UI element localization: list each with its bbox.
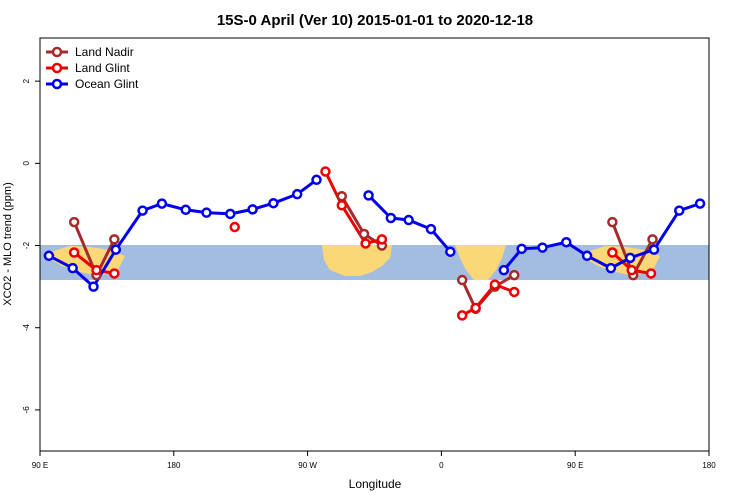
point [456, 310, 468, 321]
point [508, 286, 520, 298]
point [648, 244, 660, 255]
point [43, 250, 55, 262]
y-tick-label: -2 [22, 241, 31, 249]
point [385, 212, 397, 224]
point [376, 234, 388, 245]
point [489, 279, 501, 290]
point [537, 242, 548, 253]
point [581, 250, 593, 262]
point [91, 264, 102, 276]
chart-title: 15S-0 April (Ver 10) 2015-01-01 to 2020-… [217, 12, 533, 29]
point [694, 198, 706, 209]
point [67, 262, 78, 274]
y-axis-label: XCO2 - MLO trend (ppm) [2, 182, 14, 305]
legend-marker [51, 62, 63, 74]
point [470, 302, 481, 314]
legend-marker [51, 46, 63, 58]
point [156, 198, 168, 209]
point [68, 216, 80, 228]
x-tick-label: 180 [702, 461, 716, 470]
point [363, 190, 374, 201]
legend-label: Ocean Glint [75, 77, 139, 91]
x-tick-label: 90 E [32, 461, 48, 470]
point [498, 264, 510, 276]
point [358, 228, 370, 240]
x-tick-label: 90 W [298, 461, 317, 470]
land-africa [455, 245, 506, 280]
point [291, 188, 303, 200]
point [360, 238, 371, 249]
point [645, 268, 657, 279]
point [137, 205, 148, 216]
x-axis-label: Longitude [349, 477, 402, 491]
point [516, 243, 527, 255]
point [336, 190, 348, 202]
point [320, 166, 331, 177]
x-tick-label: 90 E [567, 461, 583, 470]
point [624, 252, 636, 264]
point [68, 247, 80, 258]
legend-label: Land Nadir [75, 45, 134, 59]
point [456, 274, 468, 286]
point [425, 223, 437, 235]
legend-label: Land Glint [75, 61, 130, 75]
point [445, 246, 456, 257]
x-tick-label: 180 [167, 461, 181, 470]
point [607, 247, 618, 258]
point [561, 236, 572, 248]
point [508, 269, 520, 281]
point [605, 262, 617, 274]
point [180, 204, 191, 216]
y-tick-label: -6 [22, 406, 31, 414]
y-tick-label: 0 [22, 161, 31, 166]
point [336, 200, 348, 211]
point [268, 197, 279, 209]
y-tick-label: -4 [22, 324, 31, 332]
y-tick-label: 2 [22, 78, 31, 83]
point [403, 214, 414, 226]
point [110, 244, 122, 255]
point [109, 234, 120, 245]
point [311, 174, 322, 186]
point [607, 216, 618, 228]
point [674, 205, 685, 216]
point [225, 208, 236, 220]
point [109, 268, 120, 279]
point [229, 221, 241, 233]
legend-marker [51, 78, 63, 90]
point [626, 264, 637, 276]
point [201, 207, 212, 218]
x-tick-label: 0 [439, 461, 444, 470]
point [88, 281, 99, 292]
point [647, 234, 658, 245]
point [247, 204, 258, 215]
land-south-america [322, 245, 392, 276]
plot-frame [39, 37, 710, 452]
